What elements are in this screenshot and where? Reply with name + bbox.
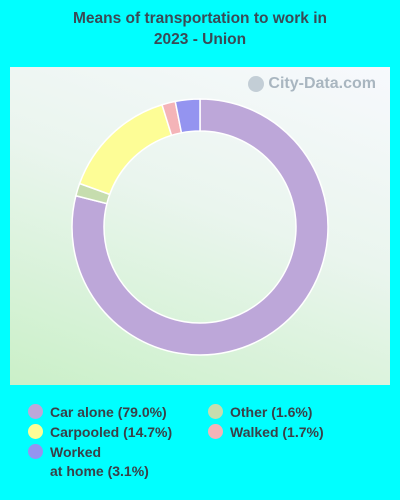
watermark-text: City-Data.com [268,75,376,92]
legend-item-carpooled: Carpooled (14.7%) [28,423,172,442]
slice-carpooled [78,103,173,196]
slice-car-alone [71,98,329,356]
legend-label-worked-at-home: Worked at home (3.1%) [50,443,149,481]
legend-label-walked: Walked (1.7%) [230,424,324,440]
chart-title-line-1: Means of transportation to work in [72,10,328,27]
legend-item-worked-at-home: Worked at home (3.1%) [28,443,149,481]
legend-label-other: Other (1.6%) [230,404,313,420]
legend-label-worked-line-1: Worked [50,444,102,460]
legend-swatch-car-alone [28,404,43,419]
watermark: City-Data.com [248,75,376,93]
legend-label-worked-line-2: at home (3.1%) [50,463,149,479]
legend-label-carpooled: Carpooled (14.7%) [50,424,173,440]
legend-item-walked: Walked (1.7%) [208,423,324,442]
legend-label-car-alone: Car alone (79.0%) [50,404,167,420]
magnifier-icon [248,76,265,92]
legend-swatch-worked-at-home [28,444,43,459]
legend-item-car-alone: Car alone (79.0%) [28,403,167,422]
legend-swatch-walked [208,424,223,439]
legend-item-other: Other (1.6%) [208,403,312,422]
donut-chart [71,98,329,356]
slice-worked-at-home [174,98,201,134]
chart-panel: City-Data.com [10,67,390,385]
legend-swatch-other [208,404,223,419]
chart-title-line-2: 2023 - Union [153,31,247,48]
chart-title: Means of transportation to work in 2023 … [0,8,400,50]
legend-swatch-carpooled [28,424,43,439]
